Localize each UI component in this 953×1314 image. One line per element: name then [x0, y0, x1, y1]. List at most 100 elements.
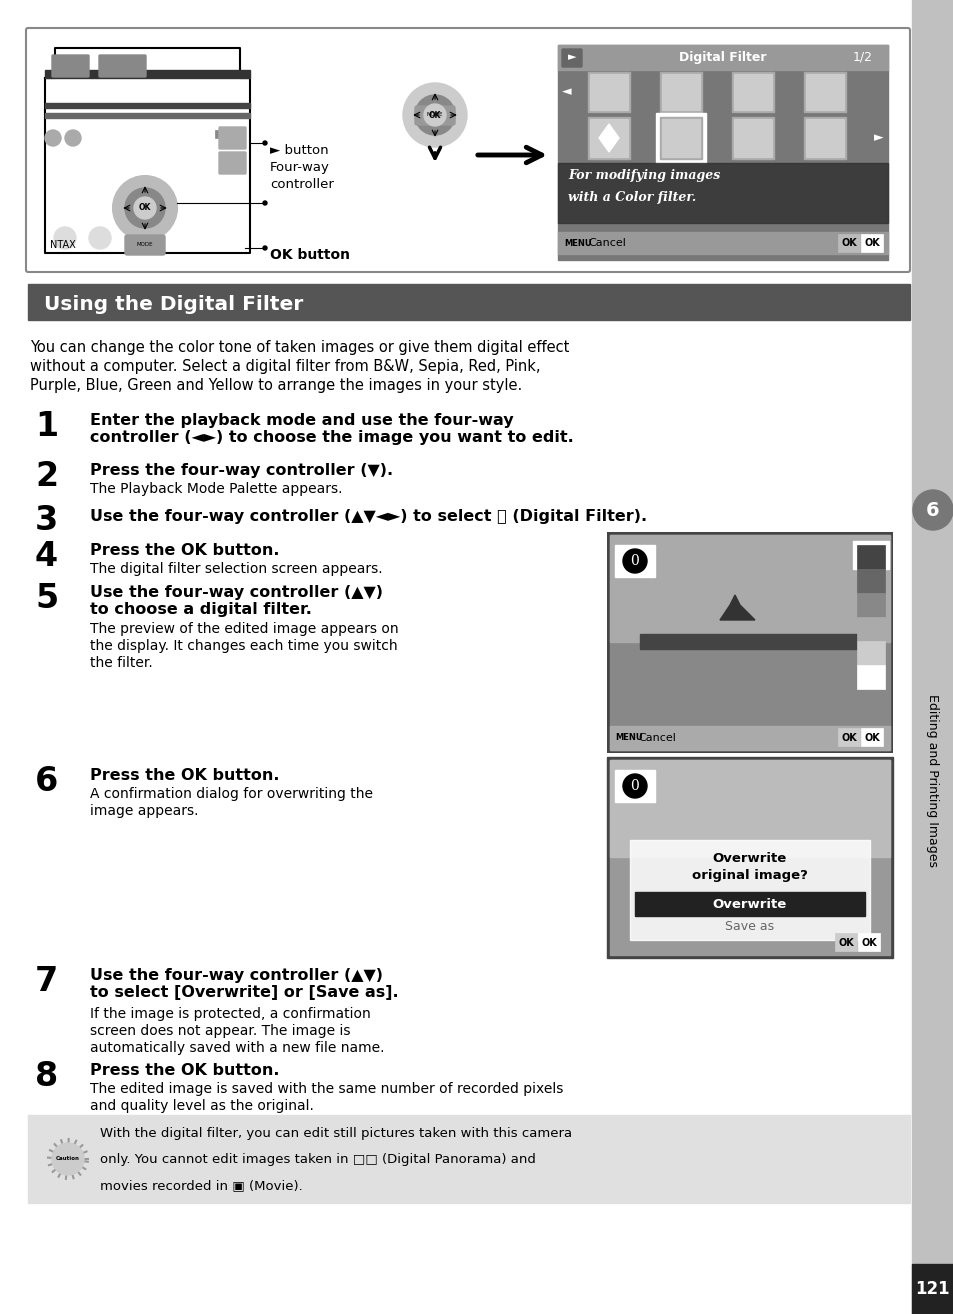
Bar: [28, 284, 909, 321]
Bar: [861, 728, 882, 746]
Text: OK: OK: [428, 110, 440, 120]
Bar: [733, 74, 771, 110]
Bar: [589, 120, 627, 156]
Bar: [629, 840, 869, 940]
Bar: [635, 892, 864, 916]
Text: NTAX: NTAX: [50, 240, 75, 250]
Text: Press the OK button.: Press the OK button.: [90, 767, 279, 783]
Text: OK: OK: [841, 238, 856, 248]
Text: Cancel: Cancel: [638, 733, 675, 742]
Bar: [45, 113, 250, 118]
Polygon shape: [598, 124, 618, 152]
Text: 8: 8: [35, 1060, 58, 1093]
Bar: [661, 74, 700, 110]
Text: The Playback Mode Palette appears.: The Playback Mode Palette appears.: [90, 482, 342, 495]
Text: With the digital filter, you can edit still pictures taken with this camera: With the digital filter, you can edit st…: [100, 1127, 572, 1141]
Bar: [837, 234, 859, 252]
FancyBboxPatch shape: [99, 55, 146, 78]
Text: 0: 0: [630, 779, 639, 794]
Bar: [606, 532, 892, 753]
Bar: [731, 117, 773, 159]
Bar: [587, 72, 629, 112]
Text: Use the four-way controller (▲▼): Use the four-way controller (▲▼): [90, 968, 382, 983]
Text: 121: 121: [915, 1280, 949, 1298]
Text: without a computer. Select a digital filter from B&W, Sepia, Red, Pink,: without a computer. Select a digital fil…: [30, 359, 540, 374]
Text: to choose a digital filter.: to choose a digital filter.: [90, 602, 312, 618]
Bar: [45, 102, 250, 108]
Text: You can change the color tone of taken images or give them digital effect: You can change the color tone of taken i…: [30, 340, 569, 355]
Bar: [589, 74, 627, 110]
Text: Caution: Caution: [56, 1156, 80, 1162]
Text: Use the four-way controller (▲▼◄►) to select ⓞ (Digital Filter).: Use the four-way controller (▲▼◄►) to se…: [90, 509, 646, 524]
Text: ◄: ◄: [561, 85, 571, 99]
Text: MENU: MENU: [563, 239, 591, 247]
Bar: [857, 933, 879, 951]
Bar: [214, 130, 221, 138]
Text: Purple, Blue, Green and Yellow to arrange the images in your style.: Purple, Blue, Green and Yellow to arrang…: [30, 378, 521, 393]
Circle shape: [415, 95, 455, 135]
Bar: [615, 545, 655, 577]
Circle shape: [622, 774, 646, 798]
Bar: [656, 113, 705, 163]
Circle shape: [54, 227, 76, 248]
Text: MODE: MODE: [426, 113, 443, 117]
FancyBboxPatch shape: [52, 55, 89, 78]
Bar: [223, 130, 229, 138]
Text: The digital filter selection screen appears.: The digital filter selection screen appe…: [90, 562, 382, 576]
Bar: [661, 120, 700, 156]
Bar: [733, 120, 771, 156]
Text: the filter.: the filter.: [90, 656, 152, 670]
Circle shape: [112, 176, 177, 240]
Circle shape: [423, 104, 446, 126]
Text: Press the four-way controller (▼).: Press the four-way controller (▼).: [90, 463, 393, 478]
Text: ► button: ► button: [270, 143, 328, 156]
Bar: [558, 163, 887, 223]
Text: image appears.: image appears.: [90, 804, 198, 819]
Circle shape: [65, 130, 81, 146]
Text: to select [Overwrite] or [Save as].: to select [Overwrite] or [Save as].: [90, 986, 398, 1000]
Text: Using the Digital Filter: Using the Digital Filter: [44, 294, 303, 314]
Text: controller (◄►) to choose the image you want to edit.: controller (◄►) to choose the image you …: [90, 430, 573, 445]
Circle shape: [263, 246, 267, 250]
Polygon shape: [720, 595, 754, 620]
Circle shape: [125, 188, 165, 229]
Bar: [609, 535, 889, 750]
Text: Save as: Save as: [724, 921, 774, 933]
FancyBboxPatch shape: [415, 106, 455, 125]
Bar: [558, 233, 887, 254]
Text: 4: 4: [35, 540, 58, 573]
Text: controller: controller: [270, 177, 334, 191]
Text: MENU: MENU: [615, 733, 642, 742]
Circle shape: [402, 83, 467, 147]
Polygon shape: [639, 633, 859, 649]
Text: original image?: original image?: [691, 870, 807, 883]
Bar: [856, 569, 884, 593]
Text: Digital Filter: Digital Filter: [679, 50, 766, 63]
Bar: [45, 70, 250, 78]
Circle shape: [622, 549, 646, 573]
Bar: [911, 1264, 953, 1314]
Circle shape: [52, 1143, 84, 1175]
Text: If the image is protected, a confirmation: If the image is protected, a confirmatio…: [90, 1007, 371, 1021]
Text: 1/2: 1/2: [852, 50, 872, 63]
Bar: [606, 757, 892, 958]
Text: OK: OK: [861, 938, 876, 947]
Bar: [856, 545, 884, 569]
Bar: [837, 728, 859, 746]
Text: Four-way: Four-way: [270, 160, 330, 173]
Bar: [558, 45, 887, 70]
Circle shape: [620, 547, 648, 576]
Text: 1: 1: [35, 410, 58, 443]
FancyBboxPatch shape: [125, 235, 165, 255]
Text: Overwrite: Overwrite: [712, 897, 786, 911]
Circle shape: [263, 201, 267, 205]
Circle shape: [89, 227, 111, 248]
Bar: [805, 120, 843, 156]
FancyBboxPatch shape: [219, 127, 246, 148]
Bar: [609, 759, 889, 857]
Bar: [659, 72, 701, 112]
FancyBboxPatch shape: [561, 49, 581, 67]
Bar: [803, 72, 845, 112]
FancyBboxPatch shape: [219, 152, 246, 173]
Text: only. You cannot edit images taken in □□ (Digital Panorama) and: only. You cannot edit images taken in □□…: [100, 1152, 536, 1166]
